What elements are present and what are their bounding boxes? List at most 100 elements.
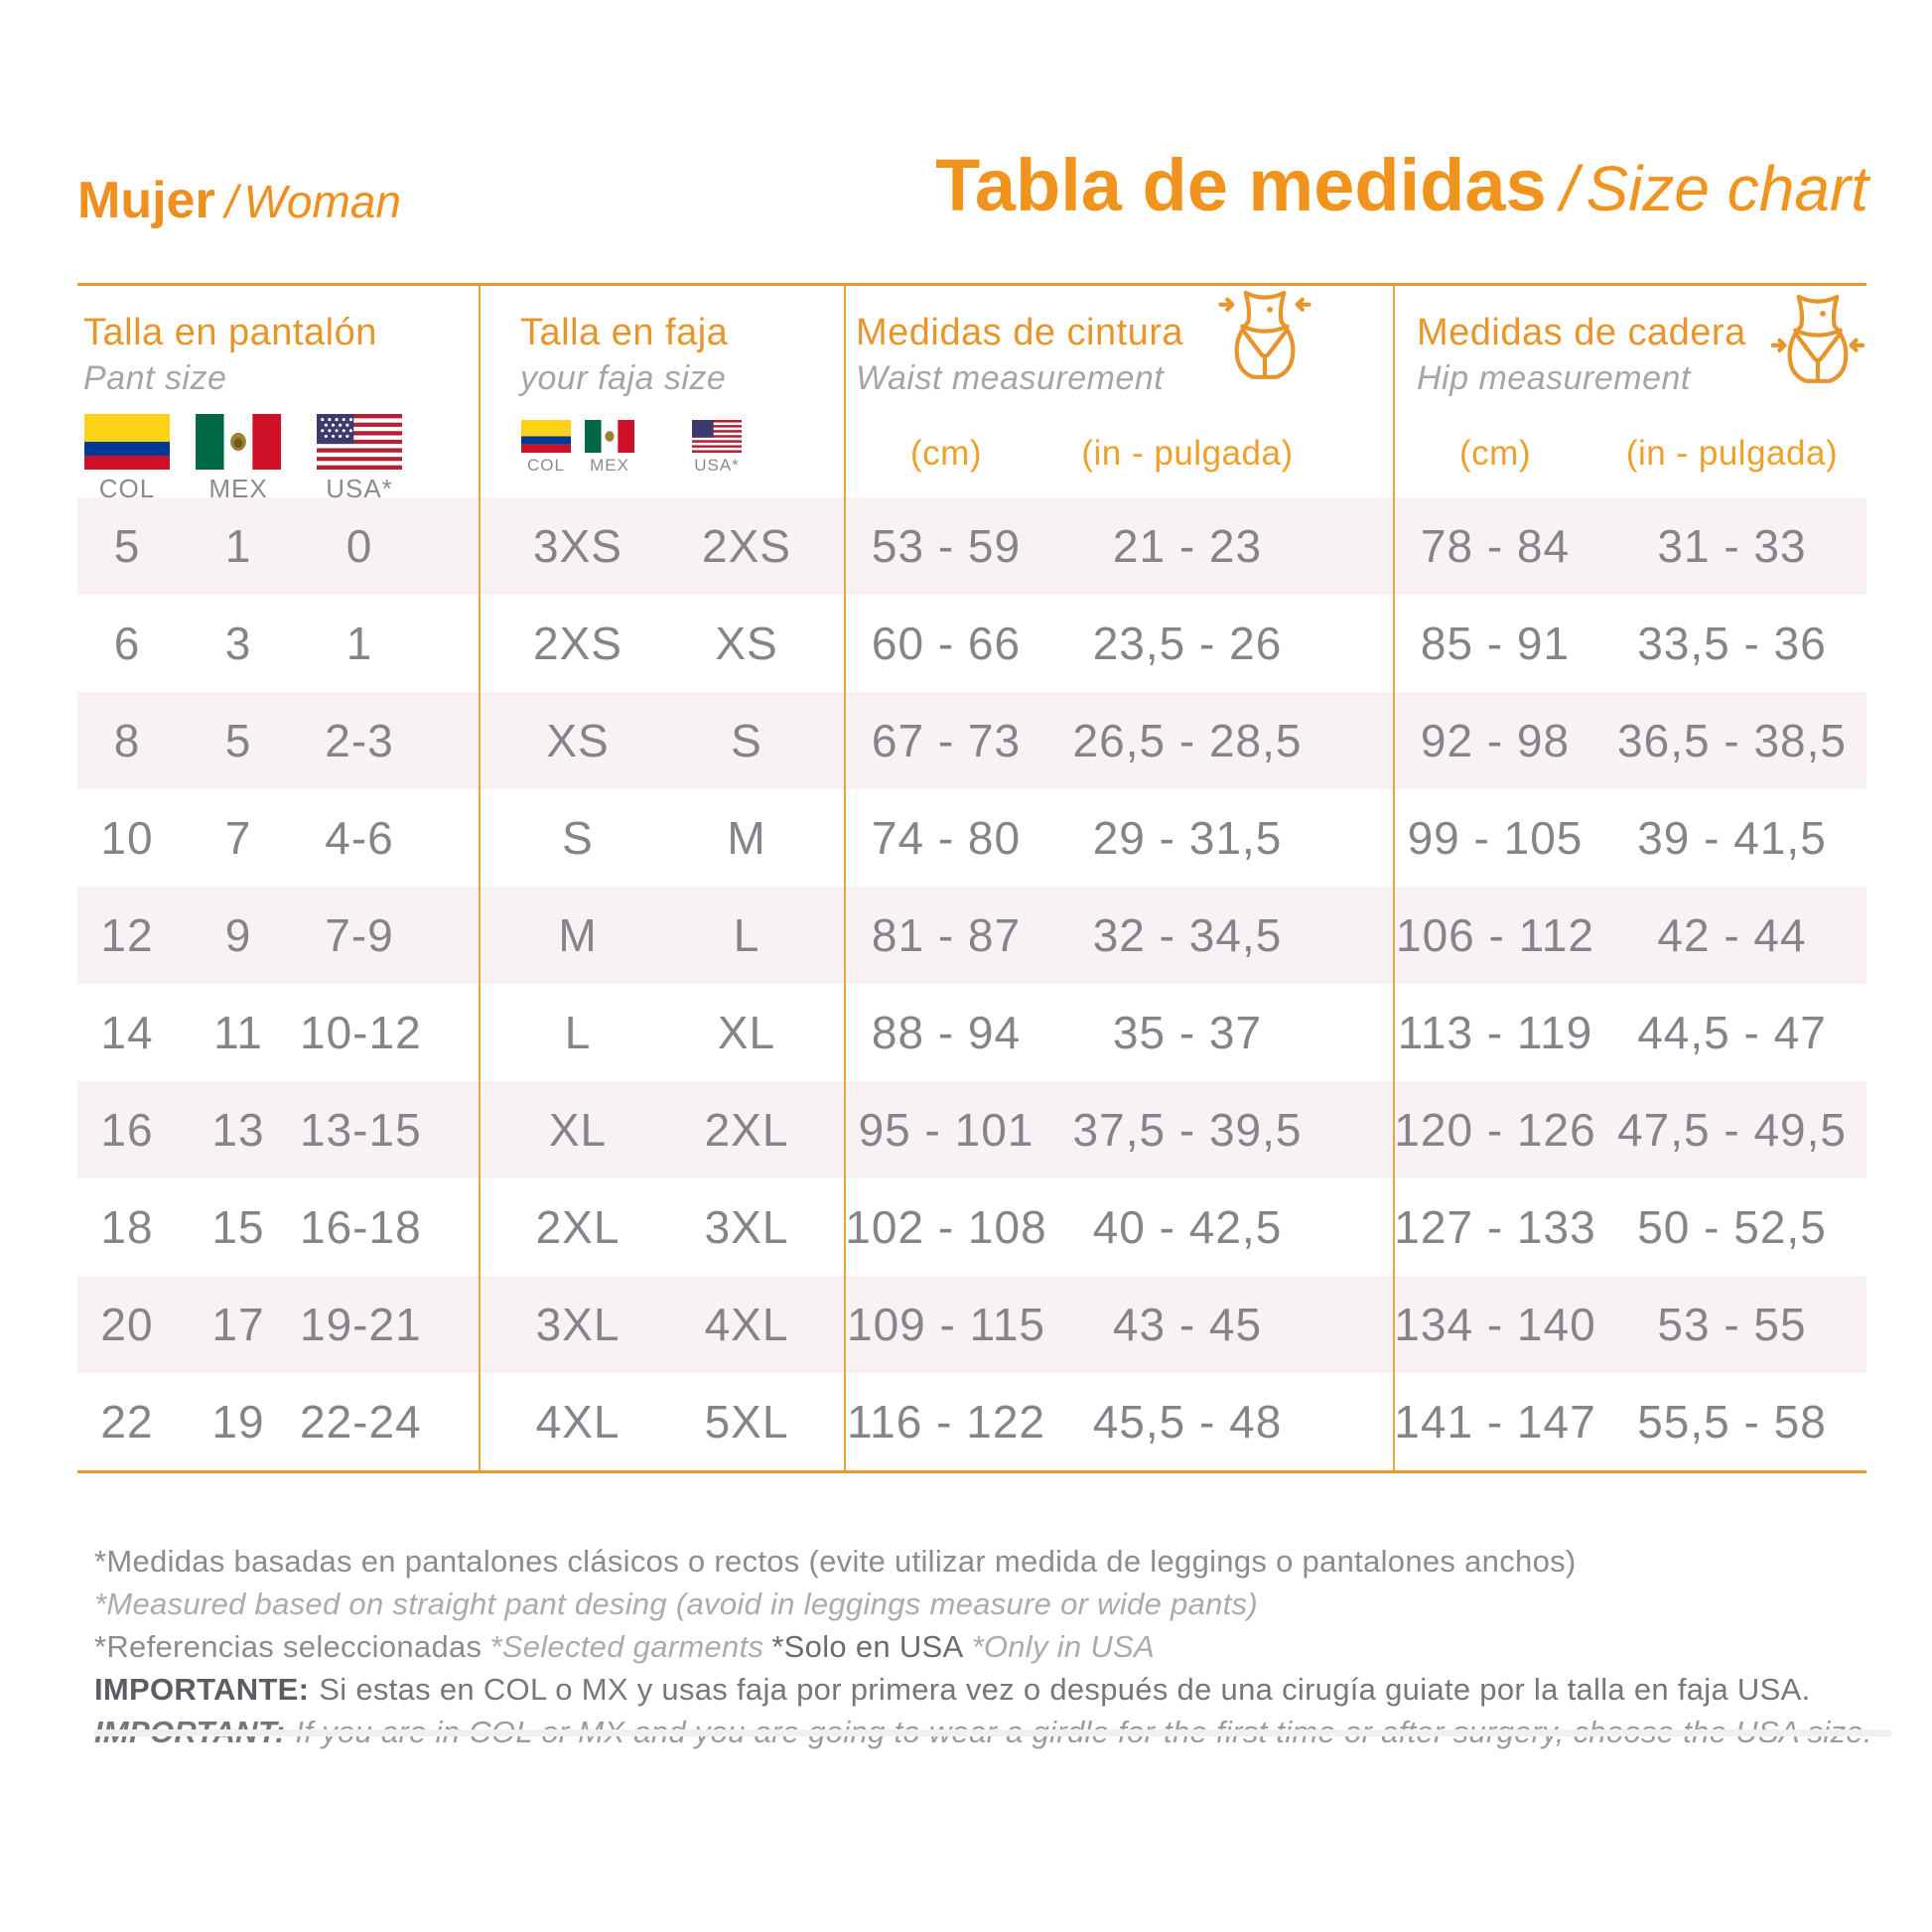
table-row: 18 15 16-18 2XL 3XL 102 - 108 40 - 42,5 127 - 1… <box>77 1178 1866 1276</box>
cell: 40 - 42,5 <box>1092 1201 1283 1253</box>
cell: 53 - 59 <box>871 520 1022 572</box>
cell: 13-15 <box>300 1104 422 1156</box>
group-subtitle: Hip measurement <box>1417 359 1691 397</box>
cell: 10 <box>100 812 154 864</box>
cell: 88 - 94 <box>871 1007 1022 1058</box>
cell: 102 - 108 <box>845 1201 1047 1253</box>
flag-label: COL <box>98 474 156 503</box>
cell: 16 <box>100 1104 154 1156</box>
cell: 3XL <box>535 1299 621 1350</box>
cell: 50 - 52,5 <box>1637 1201 1827 1253</box>
cell: M <box>727 812 766 864</box>
note-usa-en: *Only in USA <box>971 1629 1155 1664</box>
unit-inch-label: (in - pulgada) <box>1625 434 1839 473</box>
column-divider <box>844 286 846 1470</box>
cell: 22 <box>100 1396 154 1448</box>
cell: 2-3 <box>325 715 394 766</box>
cell: 7-9 <box>325 909 394 961</box>
cell: 81 - 87 <box>871 909 1022 961</box>
unit-cm-label: (cm) <box>1459 434 1531 473</box>
gender-heading-separator: / <box>224 176 238 227</box>
cell: 3 <box>224 618 252 669</box>
group-waist-measurement: Medidas de cintura Waist measurement <box>844 286 1393 497</box>
flag-mexico: MEX <box>585 420 634 476</box>
cell: 127 - 133 <box>1394 1201 1596 1253</box>
footnotes: *Medidas basadas en pantalones clásicos … <box>94 1540 1896 1753</box>
cell: 29 - 31,5 <box>1092 812 1283 864</box>
table-row: 5 1 0 3XS 2XS 53 - 59 21 - 23 78 - 84 31 - 33 <box>77 497 1866 595</box>
cell: 44,5 - 47 <box>1637 1007 1827 1058</box>
gender-heading-es: Mujer <box>77 172 215 229</box>
note-pant-en: *Measured based on straight pant desing … <box>94 1587 1258 1621</box>
note-important-label-es: IMPORTANTE: <box>94 1672 310 1707</box>
page-title-en: Size chart <box>1586 153 1868 224</box>
cell: 106 - 112 <box>1396 909 1594 961</box>
flag-row: COL MEX USA* <box>479 420 844 476</box>
cell: 5 <box>224 715 252 766</box>
cell: 6 <box>113 618 141 669</box>
table-row: 8 5 2-3 XS S 67 - 73 26,5 - 28,5 92 - 98 36,5 - … <box>77 692 1866 789</box>
flag-label: COL <box>527 456 565 475</box>
cell: 17 <box>211 1299 265 1350</box>
cell: 14 <box>100 1007 154 1058</box>
group-pant-size: Talla en pantalón Pant size COL MEX USA* <box>77 286 479 503</box>
cell: 23,5 - 26 <box>1092 618 1283 669</box>
note-important-text-es: Si estas en COL o MX y usas faja por pri… <box>319 1672 1811 1707</box>
flag-usa: USA* <box>300 414 419 504</box>
note-refs-es: *Referencias seleccionadas <box>94 1629 483 1664</box>
table-row: 14 11 10-12 L XL 88 - 94 35 - 37 113 - 119 44,5 … <box>77 984 1866 1081</box>
cell: 67 - 73 <box>871 715 1022 766</box>
gender-heading: Mujer / Woman <box>77 171 401 230</box>
cell: 92 - 98 <box>1420 715 1571 766</box>
cell: 45,5 - 48 <box>1092 1396 1283 1448</box>
group-subtitle: Pant size <box>83 359 227 397</box>
cell: 33,5 - 36 <box>1637 618 1827 669</box>
colombia-flag-icon <box>84 414 170 470</box>
cell: 109 - 115 <box>847 1299 1045 1350</box>
column-divider <box>479 286 481 1470</box>
cell: 20 <box>100 1299 154 1350</box>
cell: 53 - 55 <box>1657 1299 1807 1350</box>
cell: 4XL <box>704 1299 789 1350</box>
cell: 16-18 <box>300 1201 422 1253</box>
table-row: 10 7 4-6 S M 74 - 80 29 - 31,5 99 - 105 39 - 41,… <box>77 789 1866 887</box>
group-title: Talla en faja <box>520 312 729 353</box>
flag-mexico: MEX <box>177 414 300 504</box>
cell: M <box>558 909 598 961</box>
usa-flag-icon <box>317 414 402 470</box>
cell: 47,5 - 49,5 <box>1617 1104 1847 1156</box>
cell: XS <box>715 618 778 669</box>
group-title: Talla en pantalón <box>83 312 377 353</box>
cell: 15 <box>211 1201 265 1253</box>
cell: 43 - 45 <box>1112 1299 1263 1350</box>
unit-inch-label: (in - pulgada) <box>1081 434 1294 473</box>
cell: 3XL <box>704 1201 789 1253</box>
cell: 19-21 <box>300 1299 422 1350</box>
table-row: 16 13 13-15 XL 2XL 95 - 101 37,5 - 39,5 120 - 1… <box>77 1081 1866 1178</box>
page-title: Tabla de medidas / Size chart <box>935 143 1868 227</box>
cell: 42 - 44 <box>1657 909 1807 961</box>
table-body: 5 1 0 3XS 2XS 53 - 59 21 - 23 78 - 84 31 - 33 6 3 1… <box>77 497 1866 1470</box>
flag-label: USA* <box>694 456 740 475</box>
group-hip-measurement: Medidas de cadera Hip measurement <box>1393 286 1866 497</box>
cell: 36,5 - 38,5 <box>1617 715 1847 766</box>
cell: L <box>733 909 760 961</box>
table-row: 22 19 22-24 4XL 5XL 116 - 122 45,5 - 48 141 - 1… <box>77 1373 1866 1470</box>
cell: 9 <box>224 909 252 961</box>
note-refs-en: *Selected garments <box>489 1629 764 1664</box>
cell: 1 <box>224 520 252 572</box>
note-usa-es: *Solo en USA <box>771 1629 964 1664</box>
cell: 60 - 66 <box>871 618 1022 669</box>
cell: 35 - 37 <box>1112 1007 1263 1058</box>
group-title: Medidas de cintura <box>856 312 1184 353</box>
cell: 2XS <box>702 520 791 572</box>
cell: S <box>731 715 762 766</box>
cell: 116 - 122 <box>847 1396 1045 1448</box>
cell: 3XS <box>533 520 622 572</box>
cell: 2XL <box>535 1201 621 1253</box>
cell: 134 - 140 <box>1394 1299 1596 1350</box>
cell: 95 - 101 <box>858 1104 1035 1156</box>
table-row: 20 17 19-21 3XL 4XL 109 - 115 43 - 45 134 - 140… <box>77 1276 1866 1373</box>
cell: 55,5 - 58 <box>1637 1396 1827 1448</box>
